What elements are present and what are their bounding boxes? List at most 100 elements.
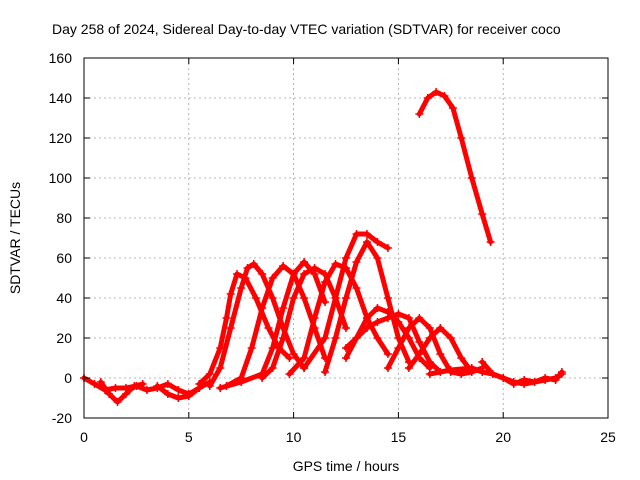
data-point-marker: [268, 294, 277, 302]
data-point-marker: [373, 318, 382, 326]
data-point-marker: [163, 380, 172, 388]
data-point-marker: [105, 390, 114, 398]
data-point-marker: [258, 270, 267, 278]
data-point-marker: [268, 344, 277, 352]
data-point-marker: [121, 390, 130, 398]
data-point-marker: [300, 354, 309, 362]
series-peak: [415, 88, 495, 246]
y-tick-label: 160: [49, 50, 73, 66]
data-point-marker: [321, 368, 330, 376]
y-tick-label: 140: [49, 90, 73, 106]
series-arc-10: [342, 310, 445, 376]
series-line: [385, 315, 485, 377]
data-point-marker: [352, 258, 361, 266]
data-point-marker: [249, 260, 258, 268]
data-point-marker: [446, 334, 455, 342]
data-point-marker: [530, 378, 539, 386]
data-point-marker: [404, 324, 413, 332]
x-tick-label: 25: [600, 429, 616, 445]
x-tick-label: 10: [286, 429, 302, 445]
data-point-marker: [342, 324, 350, 332]
data-point-marker: [195, 380, 204, 388]
data-point-marker: [216, 364, 225, 372]
data-point-marker: [478, 358, 487, 366]
data-point-marker: [352, 284, 361, 292]
data-point-marker: [436, 324, 445, 332]
series-dip-1: [96, 378, 147, 406]
data-point-marker: [174, 386, 183, 394]
y-tick-label: 60: [56, 250, 72, 266]
data-point-marker: [279, 262, 288, 270]
data-point-marker: [226, 324, 235, 332]
data-point-marker: [373, 304, 382, 312]
x-tick-label: 15: [391, 429, 407, 445]
data-point-marker: [130, 382, 139, 390]
data-point-marker: [362, 314, 371, 322]
data-point-marker: [111, 384, 120, 392]
data-point-marker: [362, 230, 371, 238]
data-point-marker: [383, 244, 392, 252]
data-point-marker: [383, 364, 392, 372]
data-point-marker: [138, 380, 147, 388]
data-point-marker: [342, 354, 350, 362]
y-tick-label: 80: [56, 210, 72, 226]
data-point-marker: [383, 294, 392, 302]
data-point-marker: [331, 294, 340, 302]
series-arc-12: [404, 324, 476, 376]
data-point-marker: [467, 364, 476, 372]
data-point-marker: [321, 334, 330, 342]
y-tick-label: 0: [64, 370, 72, 386]
data-point-marker: [425, 334, 434, 342]
data-point-marker: [90, 380, 99, 388]
data-point-marker: [383, 350, 392, 358]
data-point-marker: [373, 254, 382, 262]
data-point-marker: [163, 390, 172, 398]
data-point-marker: [425, 324, 434, 332]
data-point-marker: [425, 358, 434, 366]
series-line: [301, 231, 391, 371]
data-point-marker: [509, 380, 518, 388]
tick-layer: 0 5 10 15 20 25 -20 0 20 40 60 80 100 120 140 160: [49, 50, 616, 445]
series-arc-7: [300, 230, 392, 372]
data-point-marker: [478, 210, 487, 218]
data-point-marker: [394, 310, 403, 318]
y-axis-title: SDTVAR / TECUs: [7, 182, 23, 294]
data-point-marker: [352, 334, 361, 342]
plot-frame: [83, 57, 609, 419]
y-tick-label: 120: [49, 130, 73, 146]
x-tick-label: 5: [185, 429, 193, 445]
data-point-marker: [237, 378, 246, 386]
data-point-marker: [404, 314, 413, 322]
data-point-marker: [205, 370, 214, 378]
data-point-marker: [285, 370, 294, 378]
data-point-marker: [279, 304, 288, 312]
data-point-marker: [448, 104, 457, 112]
data-point-marker: [415, 338, 424, 346]
data-point-marker: [174, 394, 183, 402]
data-point-marker: [300, 258, 309, 266]
series-line: [98, 379, 146, 405]
data-point-marker: [268, 364, 277, 372]
data-point-marker: [310, 314, 319, 322]
data-point-marker: [258, 374, 267, 382]
data-point-marker: [321, 298, 330, 306]
series-line: [286, 261, 391, 377]
data-point-marker: [233, 270, 242, 278]
data-point-marker: [551, 376, 560, 384]
series-tail-2: [478, 358, 566, 388]
data-point-marker: [310, 264, 319, 272]
series-line: [416, 89, 494, 245]
data-point-marker: [264, 324, 273, 332]
data-point-marker: [499, 374, 508, 382]
data-point-marker: [457, 134, 466, 142]
x-tick-label: 20: [495, 429, 511, 445]
data-point-marker: [331, 260, 340, 268]
data-point-marker: [425, 370, 434, 378]
data-point-marker: [486, 238, 495, 246]
data-point-marker: [300, 364, 309, 372]
data-point-marker: [446, 366, 455, 374]
data-point-marker: [478, 368, 487, 376]
data-point-marker: [520, 376, 529, 384]
y-tick-label: 100: [49, 170, 73, 186]
